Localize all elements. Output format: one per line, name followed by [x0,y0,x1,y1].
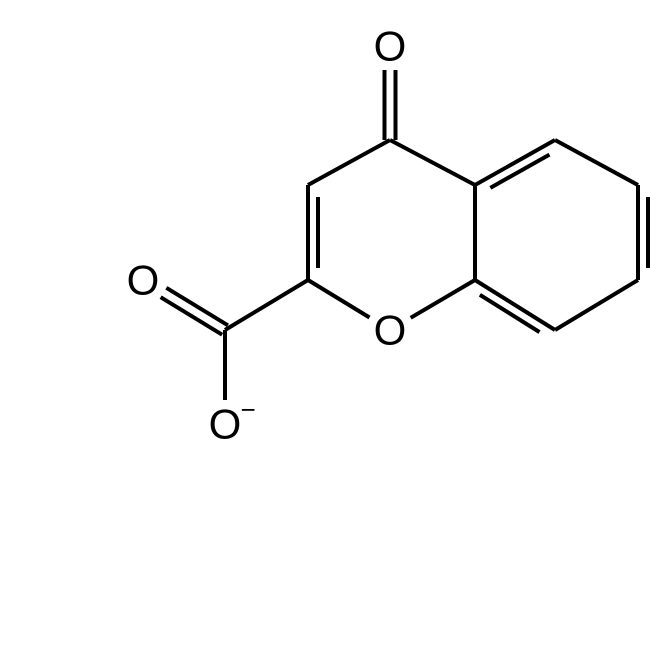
chemical-structure-diagram: OOOO− [0,0,650,650]
atom-label-o: O [209,401,242,448]
bond [308,280,370,318]
bond [308,140,390,185]
bond [555,280,638,330]
atom-label-o: O [374,23,407,70]
atom-label-o: O [374,307,407,354]
charge-label: − [241,394,256,424]
bond [225,280,308,330]
bond [475,280,555,330]
bond [555,140,638,185]
bond [475,140,555,185]
atom-label-o: O [127,257,160,304]
bond [411,280,475,318]
bond [390,140,475,185]
